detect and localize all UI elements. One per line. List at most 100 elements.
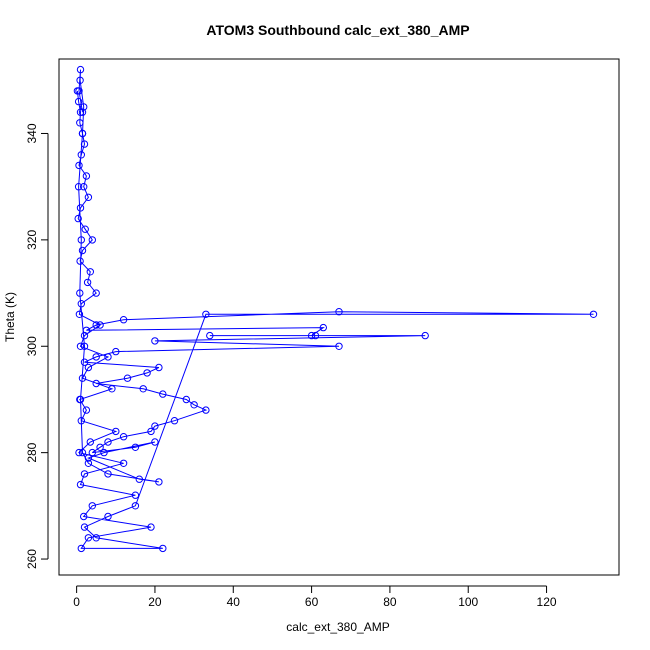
data-point	[92, 379, 100, 388]
data-point	[80, 103, 88, 111]
data-point	[76, 257, 84, 265]
data-point	[77, 300, 86, 308]
data-point	[170, 417, 179, 425]
data-point	[75, 448, 83, 457]
data-point	[202, 406, 210, 414]
data-point	[76, 108, 85, 116]
data-point	[421, 331, 429, 340]
data-point	[84, 454, 93, 462]
data-point	[311, 331, 320, 340]
x-tick-label: 100	[458, 595, 478, 609]
data-point	[76, 289, 84, 297]
x-tick-label: 60	[305, 595, 319, 609]
data-point	[123, 374, 132, 382]
data-point	[151, 422, 159, 430]
data-point	[84, 193, 93, 202]
data-point	[131, 443, 140, 451]
data-point	[335, 308, 343, 316]
data-point	[80, 183, 88, 191]
data-point	[80, 512, 88, 521]
data-point	[100, 448, 108, 457]
data-point	[77, 544, 86, 553]
data-point	[74, 183, 83, 191]
data-point	[76, 480, 85, 489]
data-point	[80, 470, 89, 478]
data-point	[202, 310, 210, 318]
data-point	[75, 310, 84, 318]
x-tick-label: 80	[383, 595, 397, 609]
data-point	[80, 523, 89, 531]
data-point	[182, 395, 191, 404]
data-point	[92, 321, 100, 329]
data-point	[131, 502, 140, 510]
x-tick-label: 0	[73, 595, 80, 609]
data-point	[80, 342, 89, 350]
data-point	[139, 385, 147, 393]
data-point	[159, 390, 167, 398]
data-point	[112, 347, 120, 356]
data-point	[76, 395, 85, 404]
data-point	[78, 448, 87, 457]
data-point	[83, 278, 92, 287]
data-point	[86, 268, 95, 276]
y-tick-label: 340	[25, 123, 39, 143]
data-point	[80, 140, 89, 148]
y-axis-label: Theta (K)	[3, 292, 17, 342]
data-point	[589, 310, 598, 318]
data-point	[82, 406, 91, 414]
data-point	[82, 172, 91, 180]
data-point	[78, 374, 87, 382]
y-tick-label: 300	[25, 336, 39, 356]
data-point	[147, 523, 155, 531]
data-point	[119, 316, 128, 324]
data-point	[96, 321, 104, 329]
data-point	[76, 342, 85, 350]
data-point	[147, 427, 155, 436]
data-point	[81, 225, 89, 233]
data-point	[77, 417, 86, 425]
data-point	[119, 459, 128, 467]
data-point	[335, 342, 343, 350]
x-tick-label: 120	[537, 595, 557, 609]
data-point	[78, 108, 87, 116]
data-point	[88, 236, 97, 244]
data-point	[135, 475, 144, 483]
data-point	[86, 438, 95, 446]
data-point	[190, 401, 198, 409]
data-point	[76, 65, 85, 74]
series-points	[73, 65, 598, 553]
data-point	[92, 289, 100, 297]
data-point	[82, 326, 91, 334]
data-point	[75, 87, 83, 95]
x-tick-label: 40	[227, 595, 241, 609]
data-point	[76, 204, 85, 212]
data-point	[119, 433, 128, 441]
data-point	[92, 353, 100, 361]
data-point	[78, 246, 87, 255]
data-point	[155, 363, 163, 372]
data-point	[78, 129, 87, 138]
data-point	[77, 236, 86, 244]
chart-title: ATOM3 Southbound calc_ext_380_AMP	[206, 22, 469, 38]
data-point	[96, 443, 104, 451]
data-point	[104, 470, 112, 478]
data-point	[80, 331, 89, 340]
data-point	[108, 385, 116, 393]
data-point	[88, 502, 97, 510]
x-axis: 0 20 40 60 80 100 120	[73, 585, 557, 609]
y-tick-label: 260	[25, 549, 39, 569]
data-point	[151, 438, 159, 446]
series-line	[76, 69, 594, 549]
data-point	[75, 161, 83, 170]
data-point	[151, 337, 159, 345]
data-point	[112, 427, 120, 436]
y-tick-label: 280	[25, 442, 39, 462]
data-point	[76, 76, 84, 85]
data-point	[84, 363, 93, 372]
data-point	[88, 448, 97, 457]
data-point	[319, 323, 327, 332]
data-point	[84, 534, 93, 542]
series-lines	[76, 69, 594, 549]
data-point	[76, 119, 84, 127]
data-point	[77, 151, 86, 159]
